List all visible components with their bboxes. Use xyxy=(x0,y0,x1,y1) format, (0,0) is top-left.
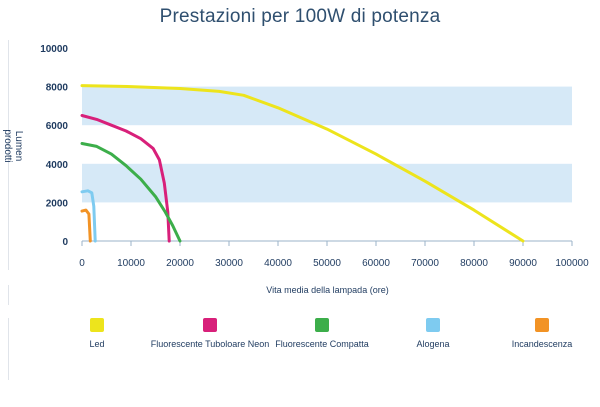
legend-swatch-alogena xyxy=(426,318,440,332)
left-divider xyxy=(8,40,9,270)
legend-label-fluorescente-neon-text: Fluorescente Tuboloare Neon xyxy=(150,339,270,349)
series-line-0 xyxy=(80,84,525,243)
x-tick-label: 70000 xyxy=(411,258,439,269)
x-tick-label: 100000 xyxy=(555,258,589,269)
x-tick-label: 50000 xyxy=(313,258,341,269)
x-tick-label: 40000 xyxy=(264,258,292,269)
legend-label-fluorescente-compatta: Fluorescente Compatta xyxy=(275,339,369,349)
y-tick-label: 0 xyxy=(62,237,68,248)
legend-item-fluorescente-neon: Fluorescente Tuboloare Neon xyxy=(150,318,270,351)
x-axis-label: Vita media della lampada (ore) xyxy=(266,285,389,295)
legend-label-led: Led xyxy=(89,339,105,349)
left-divider-lower xyxy=(8,285,9,305)
series-line-2 xyxy=(80,142,182,243)
series-line-1 xyxy=(80,114,171,243)
x-tick-label: 10000 xyxy=(117,258,145,269)
x-tick-label: 60000 xyxy=(362,258,390,269)
legend-label-incandescenza: Incandescenza xyxy=(511,339,573,349)
y-tick-label: 4000 xyxy=(46,160,69,171)
legend-swatch-incandescenza xyxy=(535,318,549,332)
legend-label-fluorescente-neon: Fluorescente Tuboloare Neon xyxy=(150,338,270,351)
legend-swatch-led xyxy=(90,318,104,332)
grid-band xyxy=(82,86,572,126)
left-divider-legend xyxy=(8,318,9,380)
chart-title: Prestazioni per 100W di potenza xyxy=(159,6,441,27)
x-tick-label: 30000 xyxy=(215,258,243,269)
legend-swatch-fluorescente-neon xyxy=(203,318,217,332)
y-tick-label: 10000 xyxy=(40,44,68,55)
x-tick-label: 20000 xyxy=(166,258,194,269)
line-chart: 0 10000 20000 30000 40000 50000 60000 70000 8000… xyxy=(40,44,589,269)
legend-label-alogena: Alogena xyxy=(416,339,450,349)
legend-item-led: Led xyxy=(37,318,157,351)
legend-item-incandescenza: Incandescenza xyxy=(482,318,600,351)
y-tick-label: 8000 xyxy=(46,83,69,94)
legend-item-fluorescente-compatta: Fluorescente Compatta xyxy=(262,318,382,351)
x-tick-label: 90000 xyxy=(509,258,537,269)
x-tick-label: 0 xyxy=(79,258,85,269)
y-tick-label: 6000 xyxy=(46,121,69,132)
legend-item-alogena: Alogena xyxy=(373,318,493,351)
series-line-4 xyxy=(80,208,92,243)
legend-swatch-fluorescente-compatta xyxy=(315,318,329,332)
y-tick-label: 2000 xyxy=(46,198,69,209)
x-tick-label: 80000 xyxy=(460,258,488,269)
series-line-3 xyxy=(80,189,97,243)
